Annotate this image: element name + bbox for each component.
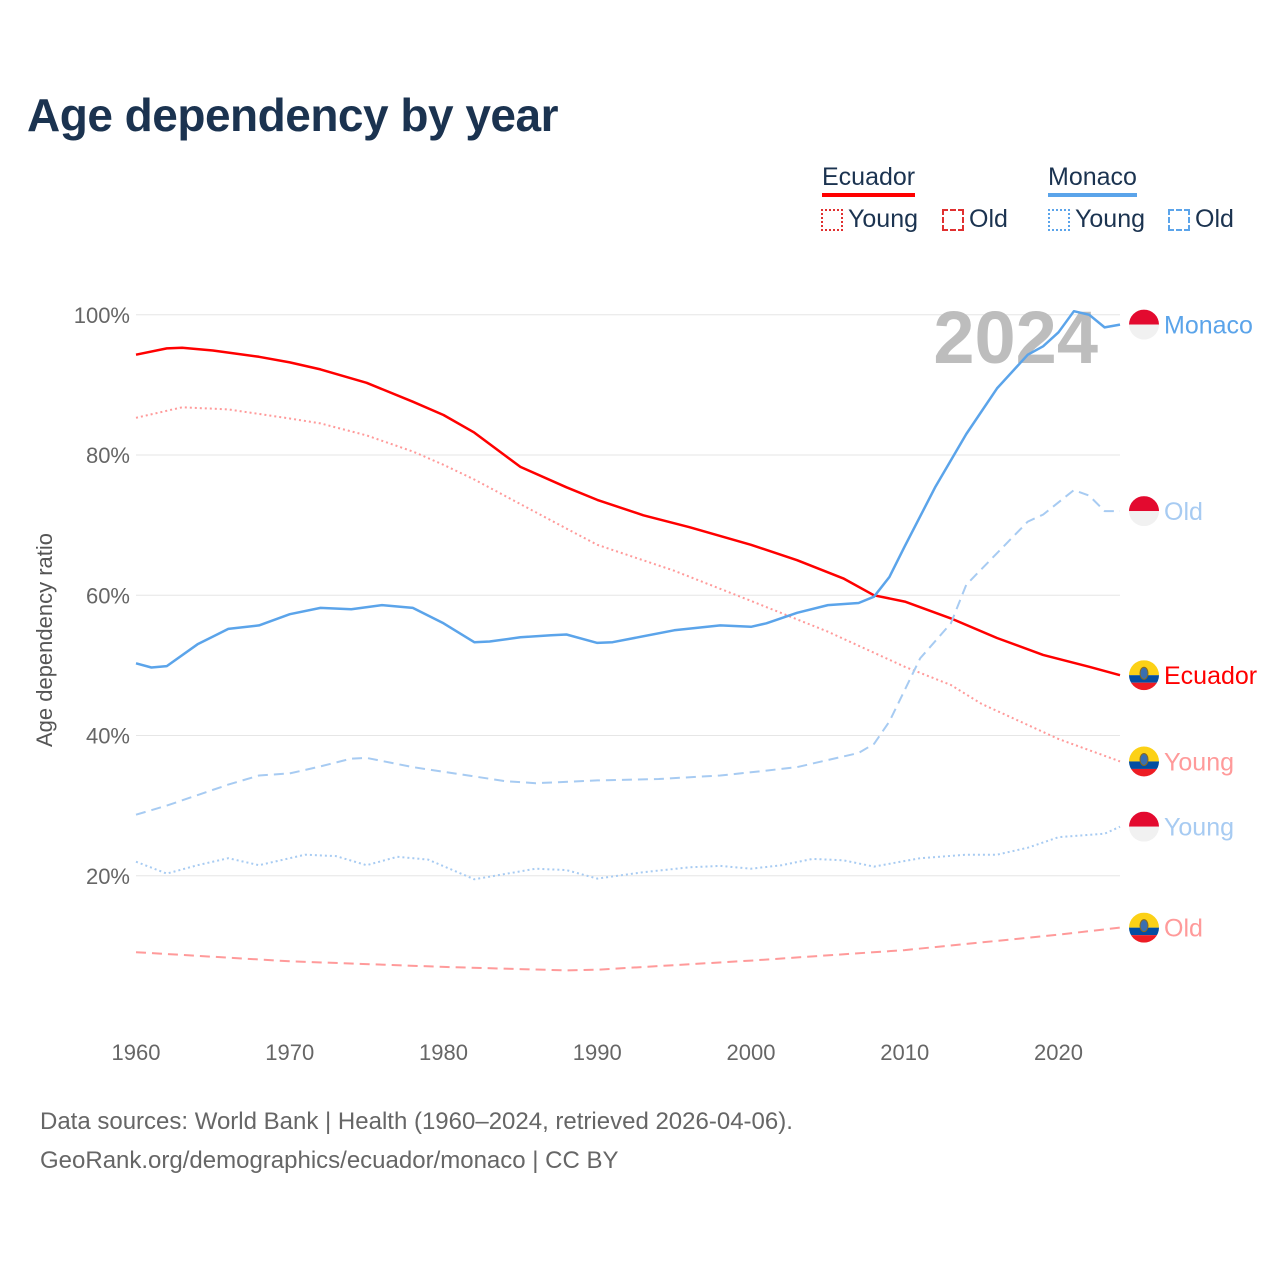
monaco-flag-icon (1129, 811, 1159, 842)
legend-monaco-old[interactable]: Old (1168, 205, 1234, 234)
y-tick-label: 80% (86, 443, 130, 468)
series-line-ecuador-young (135, 406, 1121, 763)
footer-sources: Data sources: World Bank | Health (1960–… (40, 1108, 793, 1135)
legend-label: Young (848, 205, 918, 233)
monaco-flag-icon (1129, 309, 1159, 340)
ecuador-flag-icon (1129, 660, 1159, 691)
x-tick-label: 1970 (265, 1040, 314, 1065)
end-label: Old (1164, 915, 1203, 943)
ecuador-flag-icon (1129, 746, 1159, 777)
x-tick-label: 2010 (880, 1040, 929, 1065)
end-label: Young (1164, 814, 1234, 842)
x-tick-label: 1990 (573, 1040, 622, 1065)
y-axis-label: Age dependency ratio (32, 533, 57, 747)
legend-label: Young (1075, 205, 1145, 233)
legend-label: Old (969, 205, 1008, 233)
y-tick-label: 100% (74, 303, 130, 328)
year-watermark: 2024 (933, 296, 1098, 379)
series-line-ecuador (135, 346, 1121, 677)
legend-monaco[interactable]: Monaco (1048, 163, 1137, 197)
dashed-swatch-icon (1168, 208, 1190, 231)
monaco-flag-icon (1129, 496, 1159, 527)
legend-ecuador[interactable]: Ecuador (822, 163, 916, 197)
y-tick-label: 20% (86, 864, 130, 889)
legend-monaco-young[interactable]: Young (1048, 205, 1145, 234)
x-tick-label: 2000 (727, 1040, 776, 1065)
legend-ecuador-young[interactable]: Young (821, 205, 918, 234)
series-line-monaco (135, 309, 1121, 669)
ecuador-flag-icon (1129, 912, 1159, 943)
series-line-monaco-young (135, 825, 1121, 881)
end-label: Ecuador (1164, 662, 1257, 690)
y-tick-label: 40% (86, 724, 130, 749)
legend-label: Old (1195, 205, 1234, 233)
end-label: Young (1164, 748, 1234, 776)
series-line-ecuador-old (135, 926, 1121, 972)
y-tick-label: 60% (86, 583, 130, 608)
end-label: Monaco (1164, 312, 1253, 340)
x-tick-label: 1980 (419, 1040, 468, 1065)
dashed-swatch-icon (942, 208, 964, 231)
series-line-monaco-old (135, 489, 1120, 816)
footer-link[interactable]: GeoRank.org/demographics/ecuador/monaco … (40, 1147, 619, 1174)
end-label: Old (1164, 498, 1203, 526)
legend-ecuador-old[interactable]: Old (942, 205, 1008, 234)
dotted-swatch-icon (1048, 208, 1070, 231)
x-tick-label: 1960 (112, 1040, 161, 1065)
chart-title: Age dependency by year (27, 89, 558, 141)
dotted-swatch-icon (821, 208, 843, 231)
x-tick-label: 2020 (1034, 1040, 1083, 1065)
